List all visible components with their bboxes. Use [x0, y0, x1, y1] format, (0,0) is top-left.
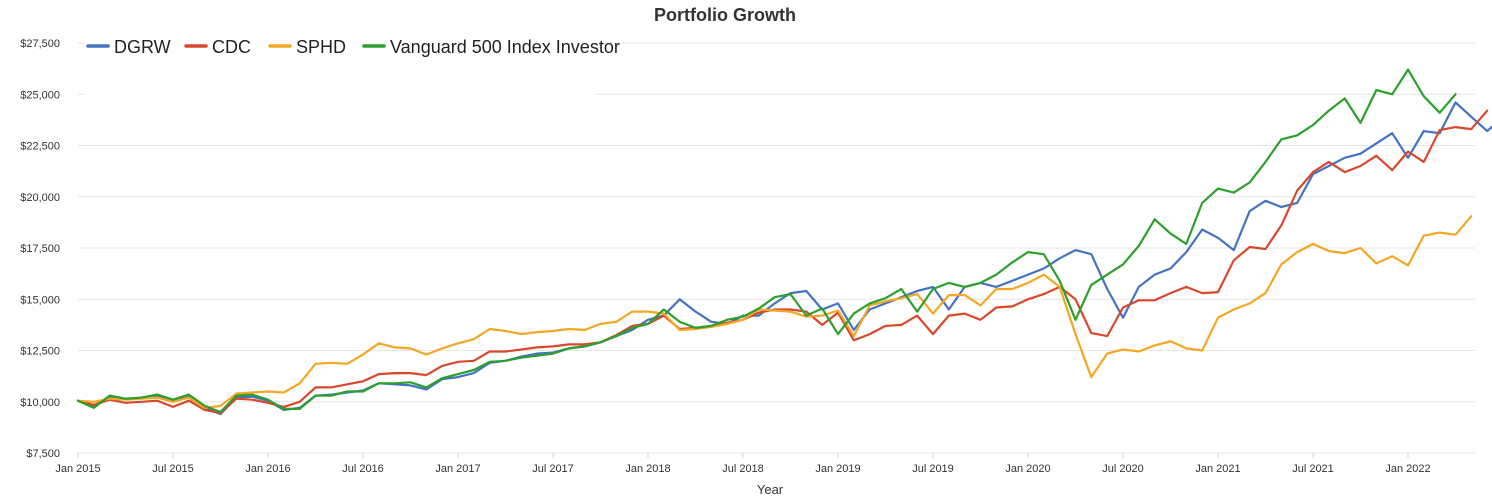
x-axis-label: Year [757, 482, 784, 497]
x-tick-label: Jan 2019 [815, 463, 860, 475]
series-lines [76, 68, 1492, 416]
legend: DGRW CDC SPHD Vanguard 500 Index Investor [86, 37, 620, 57]
x-tick-label: Jan 2020 [1005, 463, 1050, 475]
grid [78, 42, 1475, 454]
legend-label[interactable]: DGRW [114, 37, 171, 57]
x-tick-label: Jul 2017 [532, 463, 574, 475]
x-tick-label: Jul 2019 [912, 463, 954, 475]
x-tick-label: Jul 2020 [1102, 463, 1144, 475]
y-tick-label: $20,000 [20, 192, 60, 204]
chart-title: Portfolio Growth [654, 5, 796, 25]
x-tick-label: Jul 2016 [342, 463, 384, 475]
y-tick-label: $22,500 [20, 141, 60, 153]
legend-background [84, 30, 596, 96]
x-tick-label: Jul 2021 [1292, 463, 1334, 475]
x-tick-label: Jan 2016 [245, 463, 290, 475]
legend-label[interactable]: Vanguard 500 Index Investor [390, 37, 620, 57]
y-tick-label: $27,500 [20, 38, 60, 50]
x-tick-label: Jul 2018 [722, 463, 764, 475]
y-tick-label: $10,000 [20, 397, 60, 409]
y-tick-label: $15,000 [20, 294, 60, 306]
legend-label[interactable]: CDC [212, 37, 251, 57]
y-tick-label: $12,500 [20, 346, 60, 358]
series-line-sphd [76, 215, 1473, 409]
x-tick-label: Jan 2017 [435, 463, 480, 475]
x-tick-label: Jul 2015 [152, 463, 194, 475]
x-tick-label: Jan 2022 [1385, 463, 1430, 475]
y-tick-label: $7,500 [26, 448, 60, 460]
series-line-cdc [76, 109, 1489, 415]
x-tick-label: Jan 2015 [55, 463, 100, 475]
x-tick-label: Jan 2021 [1195, 463, 1240, 475]
legend-label[interactable]: SPHD [296, 37, 346, 57]
y-axis-ticks: $7,500 $10,000 $12,500 $15,000 $17,500 $20,00… [20, 38, 60, 460]
x-axis-ticks: Jan 2015 Jul 2015 Jan 2016 Jul 2016 Jan 2017… [55, 453, 1431, 475]
x-tick-label: Jan 2018 [625, 463, 670, 475]
y-tick-label: $17,500 [20, 243, 60, 255]
y-tick-label: $25,000 [20, 89, 60, 101]
series-line-dgrw [76, 101, 1492, 416]
series-line-vanguard-500-index-investor [76, 68, 1457, 414]
